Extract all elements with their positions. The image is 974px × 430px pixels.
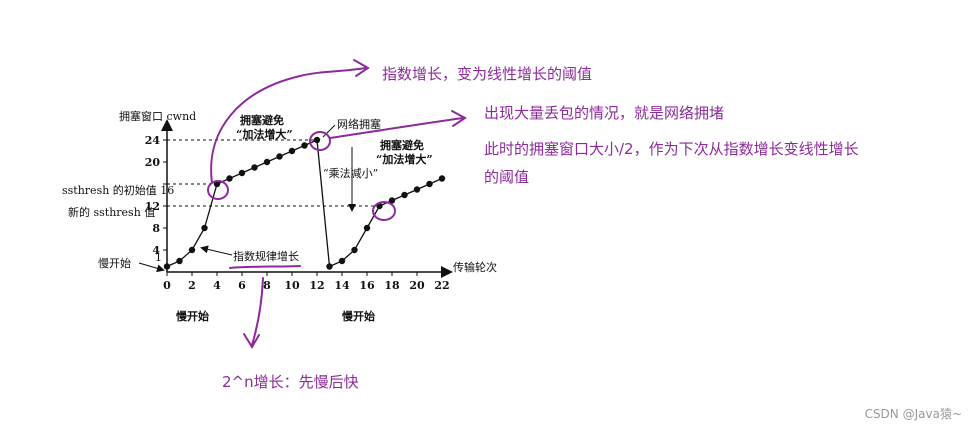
- y-ticks: 4 8 20 24 12: [145, 134, 167, 257]
- y-tick-label: 12: [145, 200, 160, 213]
- arrow-down-head: [243, 333, 260, 349]
- x-tick-label: 10: [284, 279, 300, 292]
- arrow-right-curve: [329, 117, 464, 139]
- cwnd-point: [288, 147, 296, 155]
- cwnd-point: [413, 186, 421, 193]
- y-tick-label: 24: [145, 134, 161, 147]
- slow-start-bottom-1: 慢开始: [176, 309, 209, 323]
- x-tick-label: 18: [384, 279, 400, 292]
- cwnd-point: [163, 263, 171, 270]
- note-right-2: 此时的拥塞窗口大小/2，作为下次从指数增长变线性增长: [484, 140, 859, 158]
- avoid-1-line1: 拥塞避免: [240, 113, 284, 127]
- x-tick-label: 14: [334, 279, 350, 292]
- x-tick-label: 6: [238, 279, 246, 292]
- cwnd-point: [176, 257, 183, 265]
- cwnd-point: [363, 224, 371, 232]
- cwnd-point: [188, 246, 196, 254]
- x-tick-label: 16: [359, 279, 375, 292]
- note-right-1: 出现大量丢包的情况，就是网络拥堵: [484, 104, 725, 122]
- x-tick-label: 0: [163, 279, 171, 292]
- cwnd-point: [326, 263, 333, 270]
- arrow-down-curve: [251, 277, 264, 346]
- y-tick-label: 4: [152, 244, 160, 257]
- cwnd-point: [238, 169, 246, 177]
- handwritten-marks: [207, 59, 467, 349]
- circle-mark-16: [207, 180, 229, 200]
- cwnd-point: [213, 180, 221, 188]
- y-one-label: 1: [155, 251, 162, 264]
- exp-growth-label: 指数规律增长: [233, 249, 299, 263]
- note-top: 指数增长，变为线性增长的阈值: [382, 65, 593, 83]
- note-bottom: 2^n增长：先慢后快: [222, 373, 359, 391]
- cwnd-point: [338, 257, 346, 265]
- avoid-1-line2: “加法增大”: [236, 127, 293, 141]
- cwnd-point: [276, 153, 283, 160]
- cwnd-point: [201, 224, 208, 232]
- y-axis-label: 拥塞窗口 cwnd: [119, 109, 196, 123]
- cwnd-point: [351, 246, 358, 254]
- cwnd-point: [388, 197, 396, 204]
- slow-start-pointer: [138, 262, 165, 273]
- arrow-top-curve: [210, 67, 367, 184]
- axes: [161, 119, 453, 278]
- mult-decrease-label: “乘法减小”: [323, 166, 378, 180]
- cwnd-point: [301, 142, 308, 149]
- cwnd-point: [438, 175, 446, 182]
- arrow-top-head: [353, 59, 370, 77]
- x-tick-label: 20: [409, 279, 425, 292]
- congestion-pointer: [322, 124, 336, 138]
- arrow-right-head: [451, 110, 467, 127]
- cwnd-points: [163, 136, 446, 270]
- exp-growth-pointer: [200, 245, 233, 256]
- avoid-2-line1: 拥塞避免: [380, 138, 424, 152]
- x-tick-label: 2: [188, 279, 196, 292]
- avoid-2-line2: “加法增大”: [376, 152, 433, 166]
- reference-lines: [167, 139, 380, 207]
- watermark: CSDN @Java猿~: [864, 407, 962, 421]
- note-right-3: 的阈值: [484, 168, 530, 186]
- slow-start-side-label: 慢开始: [98, 256, 131, 270]
- cwnd-point: [226, 175, 233, 182]
- cwnd-point: [401, 191, 408, 199]
- new-ssthresh-label: 新的 ssthresh 值: [68, 205, 155, 219]
- cwnd-point: [251, 164, 258, 171]
- y-tick-label: 8: [152, 222, 160, 235]
- slow-start-bottom-2: 慢开始: [342, 309, 375, 323]
- x-tick-label: 12: [309, 279, 324, 292]
- circle-mark-12: [372, 201, 396, 221]
- x-tick-label: 8: [263, 279, 271, 292]
- x-tick-label: 4: [213, 279, 221, 292]
- cwnd-point: [313, 136, 321, 144]
- cwnd-point: [426, 180, 433, 188]
- x-tick-label: 22: [434, 279, 449, 292]
- circle-mark-24: [309, 131, 331, 151]
- underline-exp: [229, 265, 301, 269]
- congestion-label: 网络拥塞: [337, 117, 381, 131]
- initial-ssthresh-label: ssthresh 的初始值 16: [62, 183, 174, 197]
- cwnd-point: [263, 158, 271, 166]
- x-ticks: 0 2 4 6 8 10 12 14 16 18 20 22: [163, 272, 450, 292]
- y-tick-label: 20: [145, 156, 161, 169]
- x-axis-label: 传输轮次: [453, 260, 497, 274]
